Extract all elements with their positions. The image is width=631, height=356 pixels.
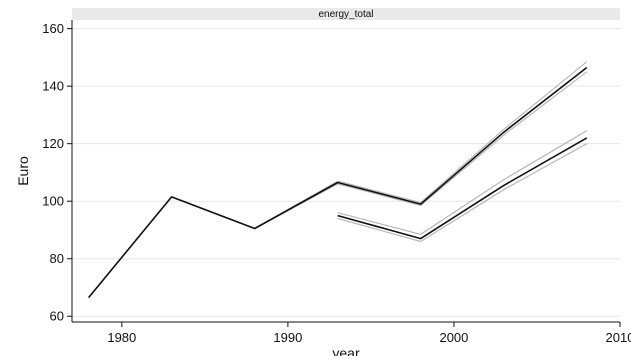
- y-tick-label-4: 140: [42, 79, 64, 94]
- y-tick-label-5: 160: [42, 21, 64, 36]
- series-0-line: [87, 66, 588, 299]
- y-tick-label-3: 120: [42, 136, 64, 151]
- series-0-upper-bound: [88, 61, 588, 298]
- chart-title: energy_total: [318, 9, 373, 20]
- confidence-band-layer: [88, 61, 588, 298]
- y-axis-ticks: 60 80 100 120 140 160: [42, 21, 72, 324]
- x-tick-label-3: 2010: [606, 330, 631, 345]
- x-tick-label-1: 1990: [273, 330, 302, 345]
- series-1-upper-bound: [337, 130, 588, 235]
- x-tick-label-0: 1980: [107, 330, 136, 345]
- title-strip: [72, 8, 620, 20]
- x-axis-ticks: 1980 1990 2000 2010: [107, 322, 631, 345]
- y-axis-title: Euro: [15, 156, 31, 186]
- series-1-line: [337, 137, 588, 240]
- y-tick-label-1: 80: [50, 251, 64, 266]
- y-tick-label-0: 60: [50, 309, 64, 324]
- x-tick-label-2: 2000: [439, 330, 468, 345]
- y-tick-label-2: 100: [42, 194, 64, 209]
- grid-layer: [72, 28, 620, 317]
- series-line-layer: [87, 66, 588, 299]
- x-axis-title: year: [332, 345, 360, 356]
- series-1-lower-bound: [337, 143, 588, 243]
